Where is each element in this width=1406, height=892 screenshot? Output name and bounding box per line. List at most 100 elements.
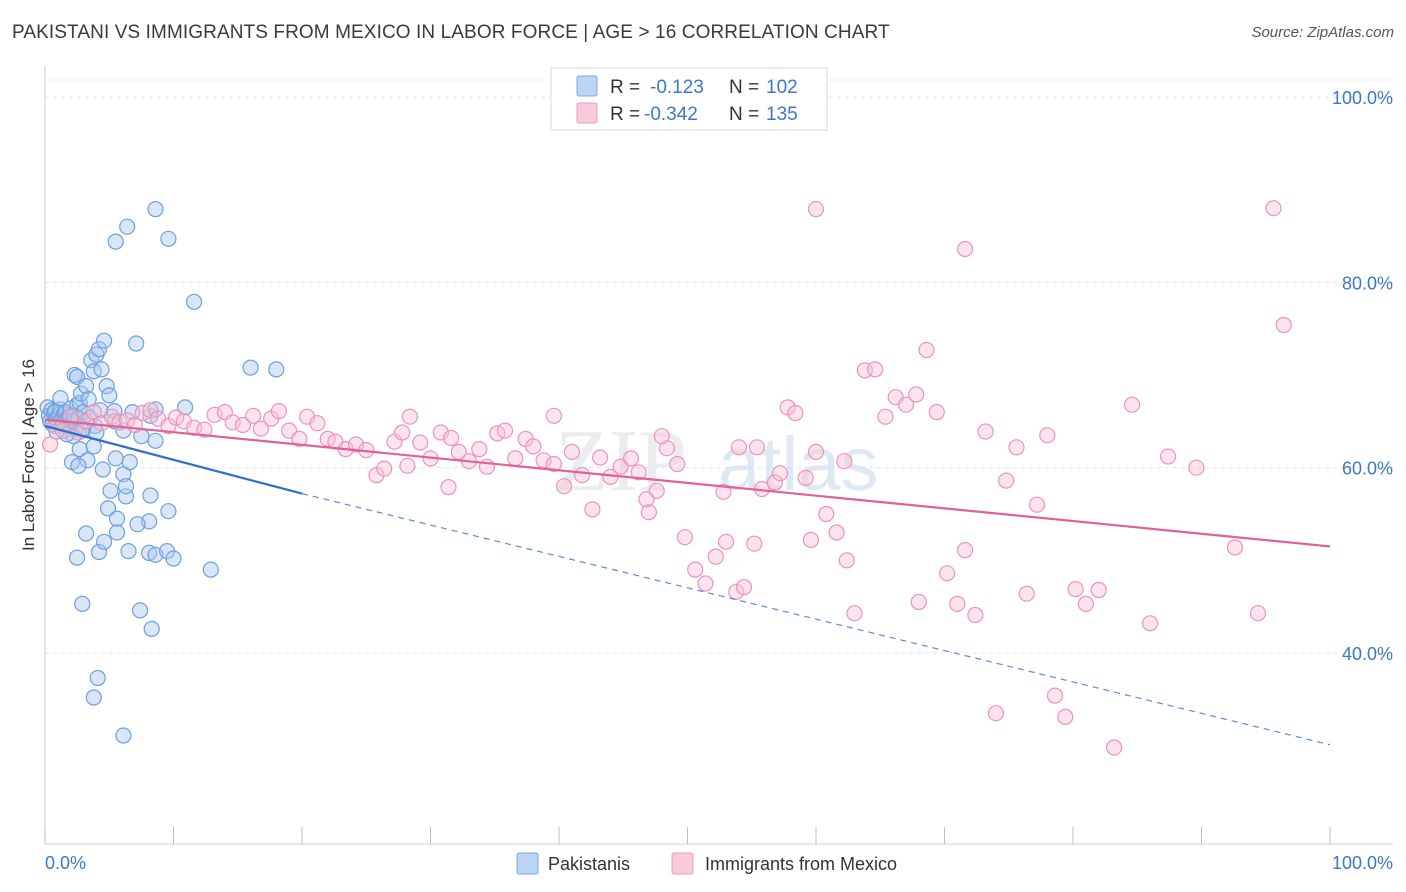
point-pakistanis [66,366,83,384]
point-pakistanis [268,361,285,378]
series-immigrants-from-mexico [41,200,1292,756]
trend-line-pakistanis [44,424,303,495]
point-pakistanis [101,387,118,404]
point-immigrants-from-mexico [1188,459,1205,476]
tick-labels: 40.0% 60.0% 80.0% 100.0% 0.0% 100.0% [45,88,1393,873]
point-immigrants-from-mexico [224,414,241,431]
point-immigrants-from-mexico [376,460,393,477]
point-pakistanis [107,233,124,250]
legend-r-pakistanis: -0.123 [650,77,704,98]
legend-n-label-mexico: N = [729,104,759,125]
point-pakistanis [89,669,106,687]
point-immigrants-from-mexico [525,438,542,455]
y-tick-label: 40.0% [1342,644,1393,664]
point-immigrants-from-mexico [748,439,766,456]
legend-n-pakistanis: 102 [766,77,798,98]
point-pakistanis [107,450,124,467]
point-immigrants-from-mexico [622,450,640,467]
trend-line-pakistanis-extrapolated [301,493,1331,746]
legend-r-label-pakistanis: R = [610,77,640,98]
point-immigrants-from-mexico [977,423,994,440]
point-immigrants-from-mexico [1046,687,1064,704]
point-pakistanis [52,390,69,407]
point-immigrants-from-mexico [168,409,185,426]
point-pakistanis [142,487,159,504]
y-axis-title: In Labor Force | Age > 16 [19,359,38,551]
point-pakistanis [79,452,96,469]
point-immigrants-from-mexico [41,436,59,453]
point-pakistanis [98,378,115,395]
point-immigrants-from-mexico [638,491,655,508]
point-pakistanis [160,230,177,247]
point-immigrants-from-mexico [252,420,269,437]
point-immigrants-from-mexico [545,407,563,424]
point-immigrants-from-mexico [1105,739,1123,756]
point-immigrants-from-mexico [584,501,601,518]
point-immigrants-from-mexico [787,404,804,422]
point-pakistanis [102,482,119,499]
point-immigrants-from-mexico [949,595,966,613]
y-tick-label: 100.0% [1332,88,1393,108]
point-immigrants-from-mexico [545,455,563,473]
point-immigrants-from-mexico [956,541,974,559]
chart-title: PAKISTANI VS IMMIGRANTS FROM MEXICO IN L… [12,22,890,43]
point-immigrants-from-mexico [910,593,927,611]
point-pakistanis [68,549,86,566]
point-immigrants-from-mexico [998,472,1015,489]
point-pakistanis [115,727,132,744]
point-pakistanis [108,524,126,541]
point-immigrants-from-mexico [653,428,670,445]
legend-swatch-pakistanis [576,75,598,97]
point-immigrants-from-mexico [897,396,915,413]
y-tick-label: 60.0% [1342,459,1393,479]
point-immigrants-from-mexico [717,533,735,550]
point-pakistanis [165,550,182,567]
point-pakistanis [147,432,164,449]
point-immigrants-from-mexico [640,503,658,521]
point-pakistanis [132,602,149,619]
point-pakistanis [77,378,95,395]
point-immigrants-from-mexico [1141,615,1159,632]
point-immigrants-from-mexico [432,424,449,441]
point-pakistanis [77,525,95,542]
legend-r-label-mexico: R = [610,104,640,125]
point-pakistanis [117,478,135,495]
point-immigrants-from-mexico [828,524,845,541]
point-immigrants-from-mexico [676,529,694,546]
point-immigrants-from-mexico [234,416,251,434]
point-immigrants-from-mexico [1057,708,1074,726]
point-immigrants-from-mexico [245,407,262,424]
point-immigrants-from-mexico [1159,448,1177,465]
legend-n-mexico: 135 [766,104,798,125]
point-immigrants-from-mexico [555,478,573,495]
point-immigrants-from-mexico [938,565,956,582]
point-immigrants-from-mexico [1008,439,1025,456]
legend-swatch-mexico [576,102,598,124]
point-immigrants-from-mexico [802,531,820,549]
point-immigrants-from-mexico [440,479,457,496]
point-immigrants-from-mexico [797,469,814,486]
point-immigrants-from-mexico [730,439,748,456]
point-pakistanis [90,341,108,358]
point-pakistanis [108,510,126,527]
point-pakistanis [119,218,136,235]
point-immigrants-from-mexico [746,535,763,552]
point-pakistanis [94,461,111,478]
point-immigrants-from-mexico [291,430,308,447]
legend-n-label-pakistanis: N = [729,77,759,98]
y-tick-label: 80.0% [1342,273,1393,293]
point-immigrants-from-mexico [309,415,326,432]
point-immigrants-from-mexico [1123,396,1141,413]
point-immigrants-from-mexico [270,403,287,420]
point-immigrants-from-mexico [707,548,724,565]
point-immigrants-from-mexico [347,436,365,453]
point-immigrants-from-mexico [1275,316,1292,334]
point-immigrants-from-mexico [399,457,416,474]
bottom-legend-label-pakistanis: Pakistanis [548,854,630,874]
point-immigrants-from-mexico [967,606,984,624]
point-immigrants-from-mexico [735,579,753,596]
point-immigrants-from-mexico [877,408,894,425]
point-pakistanis [141,544,158,562]
point-immigrants-from-mexico [1039,427,1056,444]
point-immigrants-from-mexico [1226,539,1244,556]
